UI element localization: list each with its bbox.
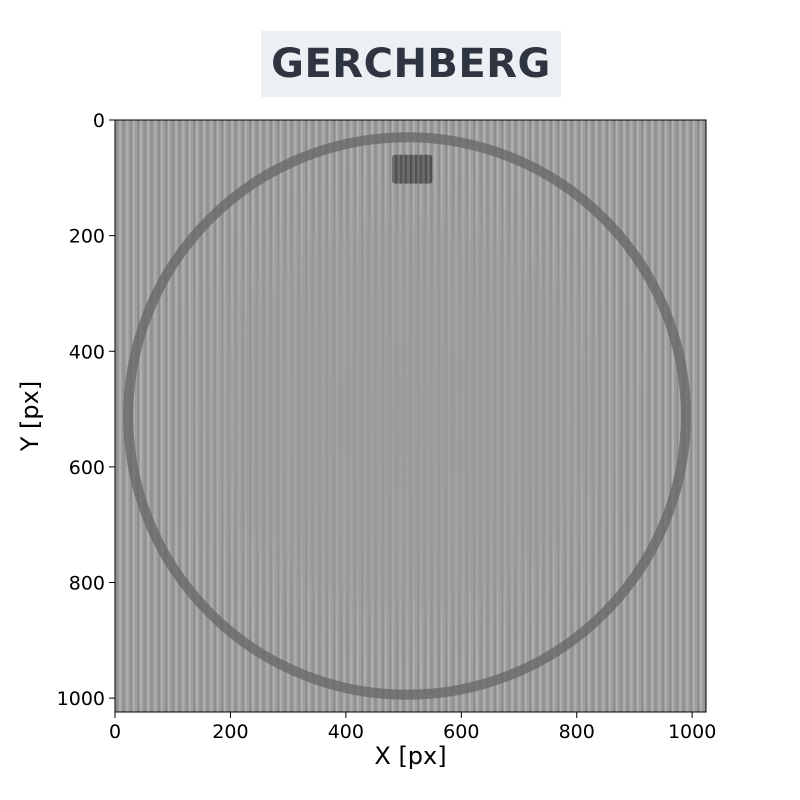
y-tick-label: 1000: [57, 688, 105, 710]
y-tick-label: 200: [69, 226, 105, 248]
ring-feature: [123, 132, 691, 700]
rectangle-feature: [392, 154, 433, 184]
y-axis-label: Y [px]: [16, 381, 44, 452]
chart-title: GERCHBERG: [271, 41, 551, 87]
y-tick-label: 600: [69, 457, 105, 479]
y-tick-label: 0: [93, 110, 105, 132]
chart-title-box: GERCHBERG: [261, 31, 561, 97]
plot-frame: [114, 119, 707, 713]
y-tick-label: 400: [69, 341, 105, 363]
y-axis: 0 200 400 600 800 1000: [57, 110, 115, 710]
x-tick-label: 200: [212, 721, 248, 743]
x-axis: 0 200 400 600 800 1000: [109, 712, 716, 743]
x-tick-label: 800: [559, 721, 595, 743]
x-tick-label: 1000: [668, 721, 716, 743]
x-tick-label: 0: [109, 721, 121, 743]
x-tick-label: 600: [443, 721, 479, 743]
x-tick-label: 400: [328, 721, 364, 743]
image-center-smoothing: [150, 159, 664, 673]
y-tick-label: 800: [69, 573, 105, 595]
x-axis-label: X [px]: [374, 742, 446, 770]
